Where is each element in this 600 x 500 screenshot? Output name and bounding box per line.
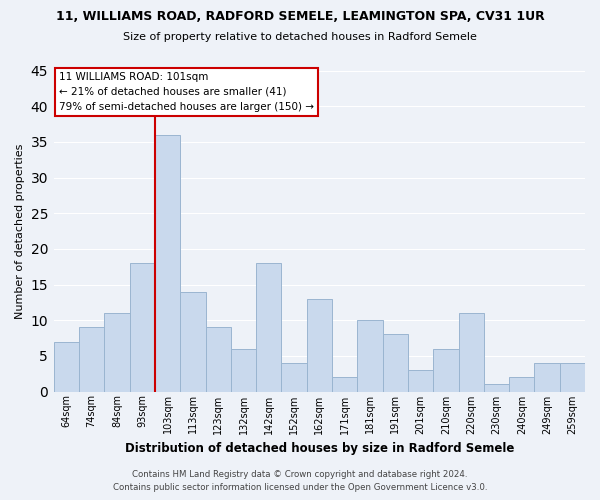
Text: Size of property relative to detached houses in Radford Semele: Size of property relative to detached ho… [123,32,477,42]
Text: Contains HM Land Registry data © Crown copyright and database right 2024.
Contai: Contains HM Land Registry data © Crown c… [113,470,487,492]
Bar [79,328,104,392]
Bar [231,348,256,392]
Bar [458,313,484,392]
Bar [130,263,155,392]
Bar [155,134,180,392]
Bar [358,320,383,392]
Bar [54,342,79,392]
Text: 11 WILLIAMS ROAD: 101sqm
← 21% of detached houses are smaller (41)
79% of semi-d: 11 WILLIAMS ROAD: 101sqm ← 21% of detach… [59,72,314,112]
Bar [560,363,585,392]
Bar [433,348,458,392]
X-axis label: Distribution of detached houses by size in Radford Semele: Distribution of detached houses by size … [125,442,514,455]
Bar [206,328,231,392]
Bar [535,363,560,392]
Y-axis label: Number of detached properties: Number of detached properties [15,144,25,318]
Bar [307,299,332,392]
Bar [332,377,358,392]
Bar [281,363,307,392]
Bar [484,384,509,392]
Bar [180,292,206,392]
Bar [256,263,281,392]
Bar [383,334,408,392]
Bar [104,313,130,392]
Bar [408,370,433,392]
Bar [509,377,535,392]
Text: 11, WILLIAMS ROAD, RADFORD SEMELE, LEAMINGTON SPA, CV31 1UR: 11, WILLIAMS ROAD, RADFORD SEMELE, LEAMI… [56,10,544,23]
